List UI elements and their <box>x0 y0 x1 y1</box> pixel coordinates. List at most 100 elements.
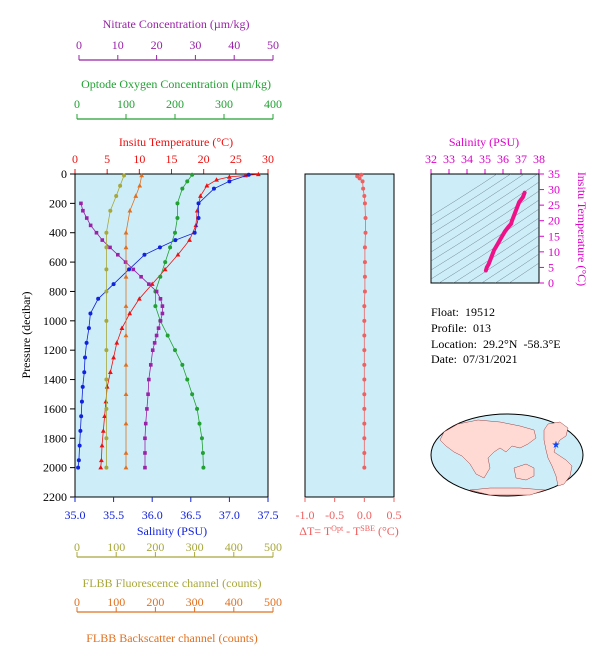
delta_t-point <box>362 333 367 338</box>
backscatter-axis-title: FLBB Backscatter channel (counts) <box>86 631 258 645</box>
fluorescence-point <box>122 173 127 178</box>
pressure-tick-label: 600 <box>49 255 67 269</box>
pressure-tick-label: 0 <box>61 167 67 181</box>
delta_t-point <box>359 172 364 177</box>
fluorescence-axis-title: FLBB Fluorescence channel (counts) <box>83 576 262 590</box>
ts-salinity-tick-label: 35 <box>479 152 491 166</box>
nitrate-point <box>145 407 149 411</box>
ts-salinity-tick-label: 36 <box>497 152 509 166</box>
density-contour <box>431 181 539 253</box>
backscatter-point <box>123 465 129 470</box>
density-contour <box>431 174 498 217</box>
delta_t-point <box>362 406 367 411</box>
temperature-point <box>100 428 106 433</box>
pressure-tick-label: 1000 <box>43 314 67 328</box>
salinity-point <box>83 355 88 360</box>
oxygen-point <box>173 230 177 235</box>
salinity-line <box>77 174 249 468</box>
backscatter-point <box>127 208 133 213</box>
salinity-point <box>192 230 197 235</box>
delta_t-point <box>362 260 367 265</box>
fluorescence-tick-label: 200 <box>146 540 164 554</box>
nitrate-point <box>139 274 143 279</box>
salinity-axis-title: Salinity (PSU) <box>137 524 207 538</box>
oxygen-axis: 0 100 200 300 400 <box>74 97 282 120</box>
oxygen-point <box>168 245 173 250</box>
density-contour <box>481 244 539 283</box>
nitrate-point <box>158 319 163 323</box>
salinity-tick-label: 35.0 <box>65 508 86 522</box>
oxygen-point <box>190 172 195 177</box>
oxygen-axis-title: Optode Oxygen Concentration (µm/kg) <box>81 77 271 91</box>
delta-t-tick-label: -1.0 <box>296 508 315 522</box>
oxygen-point <box>165 333 170 338</box>
salinity-point <box>142 252 147 257</box>
ts-temperature-tick-label: 0 <box>548 276 554 290</box>
nitrate-point <box>79 201 83 206</box>
ts-salinity-tick-label: 38 <box>533 152 545 166</box>
nitrate-axis: 0 10 20 30 40 50 <box>76 38 279 61</box>
oxygen-point <box>163 260 168 265</box>
temperature-point <box>198 193 203 198</box>
salinity-point <box>78 428 83 433</box>
temperature-tick-label: 15 <box>166 152 178 166</box>
salinity-point <box>196 216 201 221</box>
nitrate-tick-label: 10 <box>112 38 124 52</box>
oxygen-tick-label: 200 <box>166 97 184 111</box>
delta-t-tick-label: -0.5 <box>325 508 344 522</box>
delta_t-point <box>362 392 367 397</box>
oxygen-point <box>190 392 195 397</box>
delta_t-point <box>361 186 366 191</box>
pressure-axis: 0 200 400 600 800 1000 1200 1400 1600 1800 2000 220… <box>43 167 309 504</box>
temperature-tick-label: 30 <box>262 152 274 166</box>
oxygen-point <box>173 348 177 353</box>
oxygen-tick-label: 0 <box>74 97 80 111</box>
backscatter-line <box>125 175 143 468</box>
backscatter-point <box>123 450 129 455</box>
temperature-point <box>104 384 110 389</box>
salinity-point <box>96 296 101 301</box>
salinity-point <box>82 370 87 375</box>
salinity-point <box>173 238 178 243</box>
fluorescence-point <box>104 230 109 235</box>
nitrate-point <box>143 436 147 441</box>
float-info-float: Float: 19512 <box>431 305 496 319</box>
oxygen-point <box>201 465 206 470</box>
oxygen-point <box>195 406 200 411</box>
oxygen-point <box>175 201 180 206</box>
pressure-tick-label: 200 <box>49 196 67 210</box>
nitrate-point <box>116 252 120 257</box>
map-continent-eurasia-africa <box>439 419 537 479</box>
temperature-tick-label: 20 <box>198 152 210 166</box>
salinity-point <box>76 465 81 470</box>
map-continent-americas <box>543 421 573 487</box>
profile-series <box>76 171 261 470</box>
float-info-date: Date: 07/31/2021 <box>431 352 518 366</box>
fluorescence-point <box>104 289 109 294</box>
nitrate-point <box>160 304 165 308</box>
pressure-tick-label: 1200 <box>43 343 67 357</box>
nitrate-point <box>94 230 99 235</box>
fluorescence-point <box>104 465 109 470</box>
delta_t-point <box>362 377 367 382</box>
float-info-profile: Profile: 013 <box>431 321 491 335</box>
ts-temperature-tick-label: 20 <box>548 214 560 228</box>
salinity-point <box>76 458 81 463</box>
ts-curve-line <box>483 190 527 273</box>
delta_t-point <box>362 362 367 367</box>
temperature-point <box>99 443 105 448</box>
nitrate-point <box>150 348 155 352</box>
delta-t-series <box>355 172 368 470</box>
backscatter-point <box>123 420 129 426</box>
temperature-point <box>107 369 113 375</box>
density-contour <box>431 174 538 244</box>
density-contour <box>431 208 539 280</box>
delta-t-tick-label: 0.0 <box>357 508 372 522</box>
nitrate-point <box>156 326 161 330</box>
temperature-point <box>103 398 109 404</box>
nitrate-point <box>143 451 147 455</box>
ts-temperature-tick-label: 35 <box>548 167 560 181</box>
temperature-point <box>149 281 155 286</box>
nitrate-axis-title: Nitrate Concentration (µm/kg) <box>103 17 250 31</box>
backscatter-tick-label: 200 <box>146 595 164 609</box>
